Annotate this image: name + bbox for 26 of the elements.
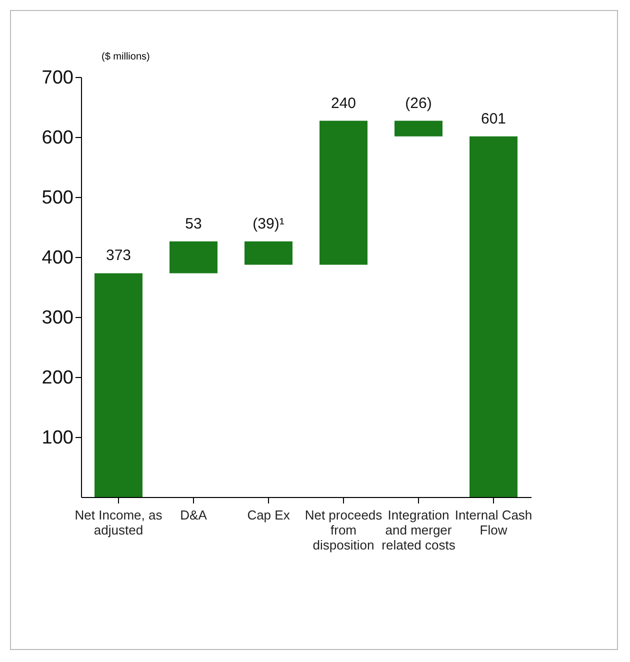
bar [320,120,368,265]
x-tick-label: Net proceeds from disposition [304,508,383,552]
y-tick-label: 200 [42,368,74,388]
bar [244,241,292,265]
y-tick-label: 400 [42,248,74,268]
data-label: (39)¹ [252,215,284,232]
bar [394,120,442,136]
y-tick-label: 700 [42,68,74,88]
bar [470,136,518,497]
x-tick-label: Cap Ex [247,508,290,522]
data-label: 240 [330,94,356,112]
x-tick-label: Net Income, as adjusted [74,508,163,538]
x-tick-label: Internal Cash Flow [454,508,532,538]
x-tick-label: Integration and merger related costs [382,508,456,552]
y-tick-label: 100 [42,428,74,448]
y-axis-title: ($ millions) [102,52,150,62]
y-tick-label: 600 [42,128,74,148]
data-label: (26) [405,94,432,112]
bar [94,273,142,497]
data-label: 373 [106,247,132,264]
y-tick-label: 500 [42,188,74,208]
bar [170,241,218,274]
y-tick-label: 300 [42,308,74,328]
x-tick-label: D&A [180,508,208,522]
data-label: 601 [480,110,506,128]
data-label: 53 [185,215,202,232]
